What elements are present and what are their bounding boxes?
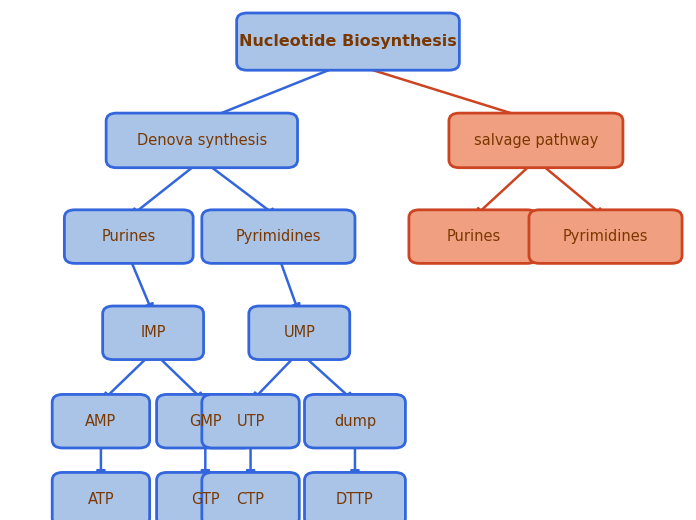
Text: GMP: GMP [189, 414, 221, 428]
Text: AMP: AMP [86, 414, 116, 428]
FancyBboxPatch shape [157, 472, 254, 520]
Text: Pyrimidines: Pyrimidines [563, 229, 648, 244]
FancyBboxPatch shape [237, 13, 459, 70]
FancyBboxPatch shape [64, 210, 193, 263]
FancyBboxPatch shape [409, 210, 537, 263]
Text: DTTP: DTTP [336, 492, 374, 506]
Text: CTP: CTP [237, 492, 264, 506]
Text: Nucleotide Biosynthesis: Nucleotide Biosynthesis [239, 34, 457, 49]
Text: dump: dump [334, 414, 376, 428]
Text: Purines: Purines [446, 229, 500, 244]
FancyBboxPatch shape [106, 113, 298, 167]
FancyBboxPatch shape [52, 394, 150, 448]
Text: Pyrimidines: Pyrimidines [236, 229, 321, 244]
Text: ATP: ATP [88, 492, 114, 506]
FancyBboxPatch shape [449, 113, 623, 167]
Text: Purines: Purines [102, 229, 156, 244]
FancyBboxPatch shape [103, 306, 204, 360]
Text: UMP: UMP [283, 326, 315, 340]
Text: Denova synthesis: Denova synthesis [136, 133, 267, 148]
FancyBboxPatch shape [529, 210, 682, 263]
FancyBboxPatch shape [305, 472, 405, 520]
FancyBboxPatch shape [305, 394, 405, 448]
FancyBboxPatch shape [202, 472, 299, 520]
FancyBboxPatch shape [157, 394, 254, 448]
Text: salvage pathway: salvage pathway [474, 133, 598, 148]
Text: GTP: GTP [191, 492, 220, 506]
FancyBboxPatch shape [52, 472, 150, 520]
FancyBboxPatch shape [249, 306, 349, 360]
FancyBboxPatch shape [202, 394, 299, 448]
Text: IMP: IMP [141, 326, 166, 340]
Text: UTP: UTP [237, 414, 264, 428]
FancyBboxPatch shape [202, 210, 355, 263]
